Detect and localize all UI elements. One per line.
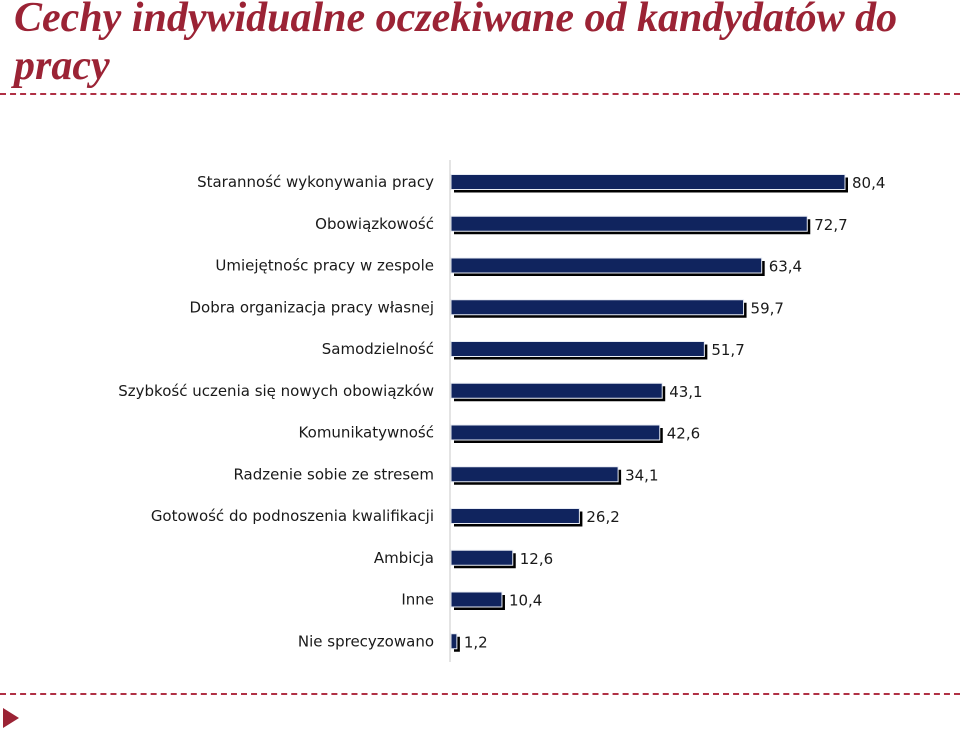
bottom-divider — [0, 693, 960, 695]
play-triangle-icon[interactable] — [2, 707, 20, 729]
page-title: Cechy indywidualne oczekiwane od kandyda… — [14, 0, 898, 89]
value-label: 43,1 — [669, 383, 702, 401]
value-label: 12,6 — [520, 550, 553, 568]
category-label: Szybkość uczenia się nowych obowiązków — [118, 382, 434, 400]
category-label: Staranność wykonywania pracy — [197, 173, 434, 191]
bar — [450, 508, 580, 524]
bar — [450, 174, 846, 190]
category-label: Gotowość do podnoszenia kwalifikacji — [151, 507, 434, 525]
value-label: 72,7 — [814, 216, 847, 234]
bar — [450, 466, 619, 483]
value-label: 1,2 — [464, 633, 488, 651]
bars-layer: Staranność wykonywania pracy 80,4 Obowiązk… — [118, 173, 885, 652]
value-label: 80,4 — [852, 174, 885, 192]
category-label: Nie sprecyzowano — [298, 632, 434, 650]
bar — [450, 299, 745, 316]
bar — [450, 382, 663, 399]
category-label: Ambicja — [374, 549, 434, 567]
category-label: Dobra organizacja pracy własnej — [190, 298, 435, 316]
category-label: Umiejętnośc pracy w zespole — [215, 257, 434, 275]
category-label: Inne — [401, 591, 434, 609]
bar — [450, 591, 503, 608]
bar — [450, 341, 705, 357]
value-label: 26,2 — [586, 508, 619, 526]
bar — [450, 257, 763, 274]
value-label: 10,4 — [509, 592, 542, 610]
bar — [450, 549, 514, 566]
bar — [450, 633, 458, 650]
value-label: 63,4 — [769, 258, 802, 276]
value-label: 59,7 — [751, 299, 784, 317]
category-label: Samodzielność — [322, 340, 434, 358]
bar — [450, 424, 661, 441]
top-divider — [0, 93, 960, 95]
category-label: Radzenie sobie ze stresem — [233, 465, 434, 483]
value-label: 42,6 — [667, 425, 700, 443]
value-label: 34,1 — [625, 466, 658, 484]
category-label: Komunikatywność — [299, 424, 434, 442]
category-label: Obowiązkowość — [315, 215, 434, 233]
value-label: 51,7 — [711, 341, 744, 359]
bar — [450, 215, 808, 232]
